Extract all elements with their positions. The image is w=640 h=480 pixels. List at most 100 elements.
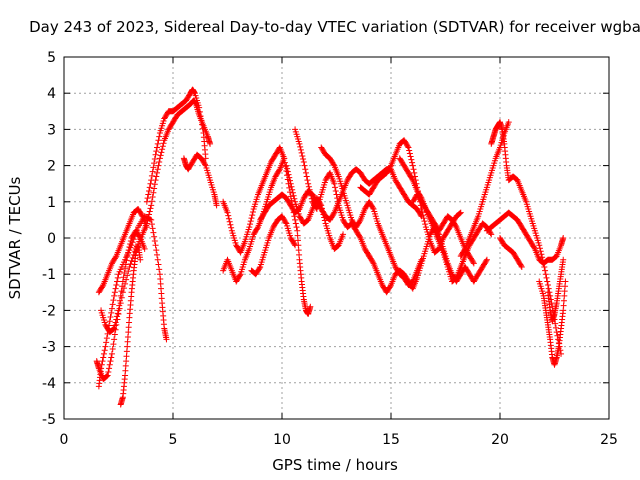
series-track-f xyxy=(143,86,209,205)
data-point xyxy=(246,224,253,231)
data-point xyxy=(106,361,113,368)
data-point xyxy=(196,108,203,115)
data-point xyxy=(537,248,544,255)
data-point xyxy=(159,143,166,150)
data-point xyxy=(122,261,129,268)
data-point xyxy=(422,221,429,228)
y-tick-label: -5 xyxy=(42,412,56,428)
data-point xyxy=(308,192,315,199)
data-point xyxy=(148,202,155,209)
series-track-e xyxy=(117,242,144,408)
data-point xyxy=(456,210,463,217)
data-point xyxy=(411,169,418,176)
data-point xyxy=(114,274,121,281)
data-point xyxy=(302,166,309,173)
data-point xyxy=(545,285,552,292)
data-point xyxy=(154,140,161,147)
data-point xyxy=(321,214,328,221)
data-point xyxy=(226,218,233,225)
data-point xyxy=(225,212,232,219)
y-tick-label: -1 xyxy=(42,267,56,283)
data-point xyxy=(470,260,477,267)
data-point xyxy=(288,183,295,190)
data-point xyxy=(487,230,494,237)
y-tick-label: 0 xyxy=(47,231,56,247)
data-point xyxy=(153,148,160,155)
data-point xyxy=(156,266,163,273)
data-point xyxy=(102,343,109,350)
data-point xyxy=(128,257,135,264)
data-point xyxy=(505,119,512,126)
data-point xyxy=(299,152,306,159)
data-point xyxy=(108,309,115,316)
data-point xyxy=(148,216,155,223)
data-point xyxy=(163,336,170,343)
data-point xyxy=(147,180,154,187)
data-point xyxy=(110,341,117,348)
data-point xyxy=(406,147,413,154)
data-point xyxy=(224,209,231,216)
data-points xyxy=(93,86,569,408)
data-point xyxy=(111,331,118,338)
data-point xyxy=(421,218,428,225)
data-point xyxy=(300,158,307,165)
data-point xyxy=(410,166,417,173)
data-point xyxy=(560,256,567,263)
data-point xyxy=(113,316,120,323)
data-point xyxy=(114,278,121,285)
data-point xyxy=(249,212,256,219)
data-point xyxy=(114,313,121,320)
data-point xyxy=(155,137,162,144)
data-point xyxy=(457,209,464,216)
data-point xyxy=(321,217,328,224)
data-point xyxy=(313,204,320,211)
data-point xyxy=(119,283,126,290)
data-point xyxy=(108,305,115,312)
data-point xyxy=(281,155,288,162)
series-track-w xyxy=(536,278,569,368)
data-point xyxy=(334,198,341,205)
y-tick-label: 4 xyxy=(47,86,56,102)
data-point xyxy=(256,265,263,272)
data-point xyxy=(307,303,314,310)
data-point xyxy=(553,329,560,336)
y-tick-label: 1 xyxy=(47,195,56,211)
data-point xyxy=(148,198,155,205)
data-point xyxy=(111,325,118,332)
data-point xyxy=(107,314,114,321)
data-point xyxy=(155,162,162,169)
data-point xyxy=(304,177,311,184)
data-point xyxy=(291,241,298,248)
data-point xyxy=(111,322,118,329)
data-point xyxy=(125,268,132,275)
data-point xyxy=(296,140,303,147)
data-point xyxy=(552,254,559,261)
data-point xyxy=(531,244,538,251)
data-point xyxy=(542,267,549,274)
data-point xyxy=(281,159,288,166)
data-point xyxy=(99,283,106,290)
data-point xyxy=(120,274,127,281)
data-point xyxy=(289,189,296,196)
data-point xyxy=(319,208,326,215)
data-point xyxy=(150,189,157,196)
data-point xyxy=(149,168,156,175)
data-point xyxy=(292,220,299,227)
data-point xyxy=(408,156,415,163)
data-point xyxy=(101,347,108,354)
data-point xyxy=(207,140,214,147)
data-point xyxy=(406,150,413,157)
data-point xyxy=(146,208,153,215)
data-point xyxy=(305,183,312,190)
data-point xyxy=(483,257,490,264)
data-point xyxy=(158,149,165,156)
data-point xyxy=(98,361,105,368)
data-point xyxy=(303,173,310,180)
data-point xyxy=(151,181,158,188)
data-point xyxy=(409,159,416,166)
data-point xyxy=(356,233,363,240)
data-point xyxy=(298,149,305,156)
data-point xyxy=(111,336,118,343)
data-point xyxy=(536,245,543,252)
data-point xyxy=(291,195,298,202)
